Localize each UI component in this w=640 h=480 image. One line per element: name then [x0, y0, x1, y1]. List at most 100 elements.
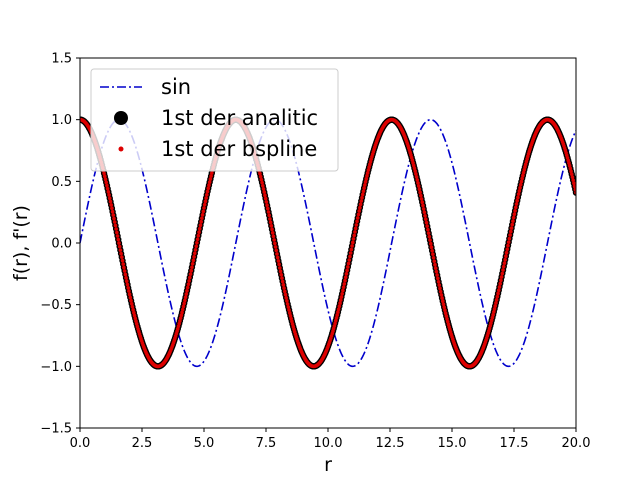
bspline-point — [423, 213, 427, 218]
bspline-point — [426, 231, 431, 235]
bspline-point — [427, 234, 432, 239]
bspline-point — [263, 196, 268, 201]
bspline-point — [199, 219, 203, 224]
bspline-point — [567, 163, 572, 168]
ticks-layer: 0.0 2.5 5.0 7.5 10.0 12.5 15.0 17.5 20.0 −1.5 −1.0… — [40, 52, 590, 452]
bspline-point — [440, 296, 444, 300]
x-tick-label: 2.5 — [132, 436, 153, 451]
bspline-point — [509, 226, 514, 230]
bspline-point — [571, 178, 575, 182]
bspline-point — [347, 258, 352, 262]
bspline-point — [286, 305, 291, 309]
bspline-point — [112, 220, 117, 224]
bspline-point — [121, 262, 126, 266]
bspline-point — [420, 200, 425, 204]
bspline-point — [205, 192, 209, 197]
bspline-point — [259, 177, 264, 182]
y-tick-label: −1.5 — [40, 422, 72, 437]
bspline-point — [568, 166, 573, 171]
bspline-point — [349, 247, 354, 252]
bspline-point — [201, 209, 206, 214]
bspline-point — [107, 193, 111, 197]
bspline-point — [418, 190, 422, 195]
bspline-point — [129, 301, 134, 306]
bspline-point — [489, 318, 494, 323]
bspline-point — [417, 187, 422, 191]
bspline-point — [359, 199, 364, 203]
bspline-point — [336, 310, 340, 314]
bspline-point — [343, 275, 348, 280]
bspline-point — [365, 171, 370, 175]
bspline-point — [339, 295, 344, 299]
bspline-point — [442, 305, 447, 310]
legend-entry-bspline: 1st der bspline — [161, 137, 317, 161]
bspline-point — [572, 181, 576, 186]
bspline-point — [441, 302, 446, 307]
bspline-point — [270, 227, 274, 232]
bspline-point — [492, 310, 496, 314]
bspline-point — [111, 213, 116, 217]
bspline-point — [367, 165, 371, 170]
bspline-point — [510, 222, 515, 227]
bspline-point — [105, 183, 109, 188]
x-tick-label: 7.5 — [256, 436, 277, 451]
bspline-point — [440, 299, 445, 304]
bspline-point — [355, 216, 360, 220]
bspline-point — [423, 217, 428, 221]
x-tick-label: 0.0 — [70, 436, 91, 451]
bspline-point — [208, 177, 213, 181]
bspline-point — [496, 291, 500, 296]
x-tick-label: 12.5 — [376, 436, 405, 451]
bspline-point — [110, 206, 114, 211]
bspline-point — [570, 175, 575, 179]
bspline-point — [338, 301, 342, 305]
bspline-point — [363, 183, 367, 187]
bspline-point — [275, 252, 279, 256]
bspline-point — [124, 276, 128, 280]
bspline-point — [503, 257, 507, 262]
bspline-point — [430, 248, 434, 253]
bspline-point — [131, 307, 135, 312]
bspline-point — [192, 251, 197, 256]
bspline-point — [185, 289, 189, 293]
bspline-point — [268, 220, 273, 225]
bspline-point — [520, 176, 524, 181]
bspline-point — [443, 308, 447, 313]
bspline-point — [120, 258, 125, 263]
bspline-point — [353, 226, 358, 231]
bspline-point — [279, 272, 284, 277]
bspline-point — [185, 285, 190, 290]
bspline-point — [353, 230, 357, 234]
bspline-point — [263, 193, 267, 198]
bspline-point — [117, 244, 122, 249]
bspline-point — [431, 255, 436, 260]
legend-entry-sin: sin — [161, 75, 191, 99]
legend-bspline-swatch — [118, 146, 124, 152]
bspline-point — [493, 304, 498, 308]
bspline-point — [278, 269, 283, 274]
bspline-point — [130, 304, 135, 309]
bspline-point — [569, 172, 574, 176]
bspline-point — [261, 187, 266, 191]
bspline-point — [200, 216, 204, 221]
bspline-point — [504, 254, 508, 259]
bspline-point — [436, 276, 440, 281]
bspline-point — [504, 250, 509, 255]
bspline-point — [115, 234, 120, 238]
bspline-point — [505, 247, 510, 251]
bspline-point — [513, 209, 517, 213]
bspline-point — [114, 227, 118, 231]
bspline-point — [270, 231, 275, 235]
series-line-sin — [80, 118, 576, 368]
bspline-point — [519, 179, 524, 184]
bspline-point — [133, 316, 138, 321]
bspline-point — [287, 311, 292, 315]
bspline-point — [424, 220, 429, 225]
bspline-point — [108, 199, 113, 204]
legend-analitic-swatch — [114, 111, 128, 125]
bspline-point — [118, 248, 123, 252]
bspline-point — [258, 171, 262, 176]
bspline-point — [521, 173, 525, 178]
bspline-point — [112, 216, 116, 221]
bspline-point — [516, 192, 521, 196]
